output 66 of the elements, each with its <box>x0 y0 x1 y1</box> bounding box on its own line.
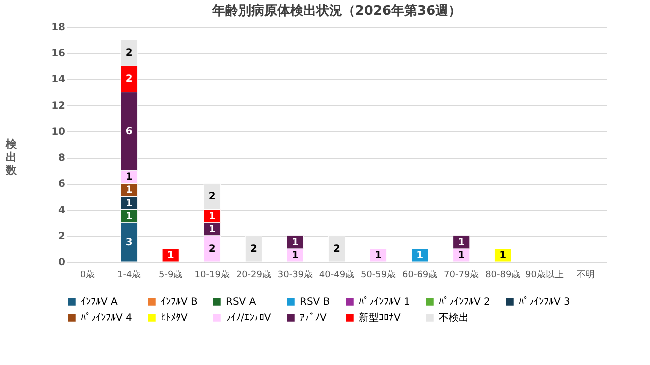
x-tick-label: 5-9歳 <box>158 270 183 280</box>
x-tick-label: 0歳 <box>80 270 96 280</box>
data-label: 1 <box>292 250 299 262</box>
data-label: 2 <box>334 244 341 255</box>
legend-label: ｲﾝﾌﾙV A <box>81 296 118 308</box>
bar <box>412 248 429 262</box>
legend-label: ﾊﾟﾗｲﾝﾌﾙV 1 <box>359 296 410 308</box>
x-tick-label: 1-4歳 <box>117 270 142 280</box>
x-tick-label: 20-29歳 <box>236 270 272 280</box>
data-label: 1 <box>126 211 133 222</box>
x-tick-label: 80-89歳 <box>486 270 521 280</box>
legend-label: ﾊﾟﾗｲﾝﾌﾙV 3 <box>519 296 570 308</box>
data-label: 1 <box>416 250 424 262</box>
legend-label: 不検出 <box>439 312 469 324</box>
x-tick-label: 40-49歳 <box>319 270 355 280</box>
data-label: 1 <box>375 250 382 262</box>
data-label: 1 <box>208 211 216 222</box>
data-label: 1 <box>126 198 133 210</box>
x-tick-label: 不明 <box>577 270 596 280</box>
x-tick-label: 70-79歳 <box>444 270 480 280</box>
y-tick-label: 4 <box>58 205 66 216</box>
data-label: 2 <box>208 244 216 255</box>
data-label: 2 <box>250 244 258 255</box>
data-label: 2 <box>126 48 133 60</box>
data-label: 1 <box>208 224 216 236</box>
y-tick-label: 6 <box>58 179 66 190</box>
data-label: 2 <box>208 192 216 203</box>
data-label: 1 <box>126 185 133 196</box>
x-tick-label: 90歳以上 <box>525 270 564 280</box>
legend-label: RSV A <box>226 297 256 308</box>
legend-label: RSV B <box>300 297 330 308</box>
y-tick-label: 18 <box>52 22 66 34</box>
bar <box>328 236 346 262</box>
data-label: 1 <box>167 250 174 262</box>
y-tick-label: 10 <box>52 126 66 138</box>
y-tick-label: 0 <box>58 258 66 268</box>
legend-label: ﾊﾟﾗｲﾝﾌﾙV 2 <box>439 296 490 308</box>
y-axis-title: 検出数 <box>5 138 18 177</box>
y-tick-label: 12 <box>52 100 66 112</box>
legend-label: ﾗｲﾉ/ｴﾝﾃﾛV <box>226 312 272 324</box>
chart-title: 年齢別病原体検出状況（2026年第36週） <box>211 3 462 19</box>
legend-label: ｲﾝﾌﾙV B <box>161 296 198 308</box>
y-tick-label: 16 <box>52 48 66 60</box>
y-tick-label: 2 <box>58 231 66 242</box>
y-tick-label: 8 <box>58 153 66 164</box>
data-label: 1 <box>458 237 466 248</box>
data-label: 1 <box>292 237 299 248</box>
y-tick-label: 14 <box>52 74 66 86</box>
legend-label: 新型ｺﾛﾅV <box>359 312 401 324</box>
data-label: 6 <box>126 126 133 138</box>
bar <box>245 236 262 262</box>
data-label: 1 <box>458 250 466 262</box>
x-tick-label: 10-19歳 <box>194 270 230 280</box>
data-label: 3 <box>126 237 133 248</box>
bar <box>494 248 512 262</box>
x-tick-label: 30-39歳 <box>278 270 314 280</box>
data-label: 1 <box>126 172 133 184</box>
bar <box>162 248 180 262</box>
legend-label: ｱﾃﾞﾉV <box>300 312 327 324</box>
x-tick-label: 60-69歳 <box>402 270 438 280</box>
bar <box>370 248 388 262</box>
legend-label: ﾋﾄﾒﾀV <box>161 313 188 324</box>
data-label: 1 <box>500 250 507 262</box>
data-label: 2 <box>126 74 133 86</box>
x-tick-label: 50-59歳 <box>360 270 396 280</box>
legend-label: ﾊﾟﾗｲﾝﾌﾙV 4 <box>81 312 132 324</box>
